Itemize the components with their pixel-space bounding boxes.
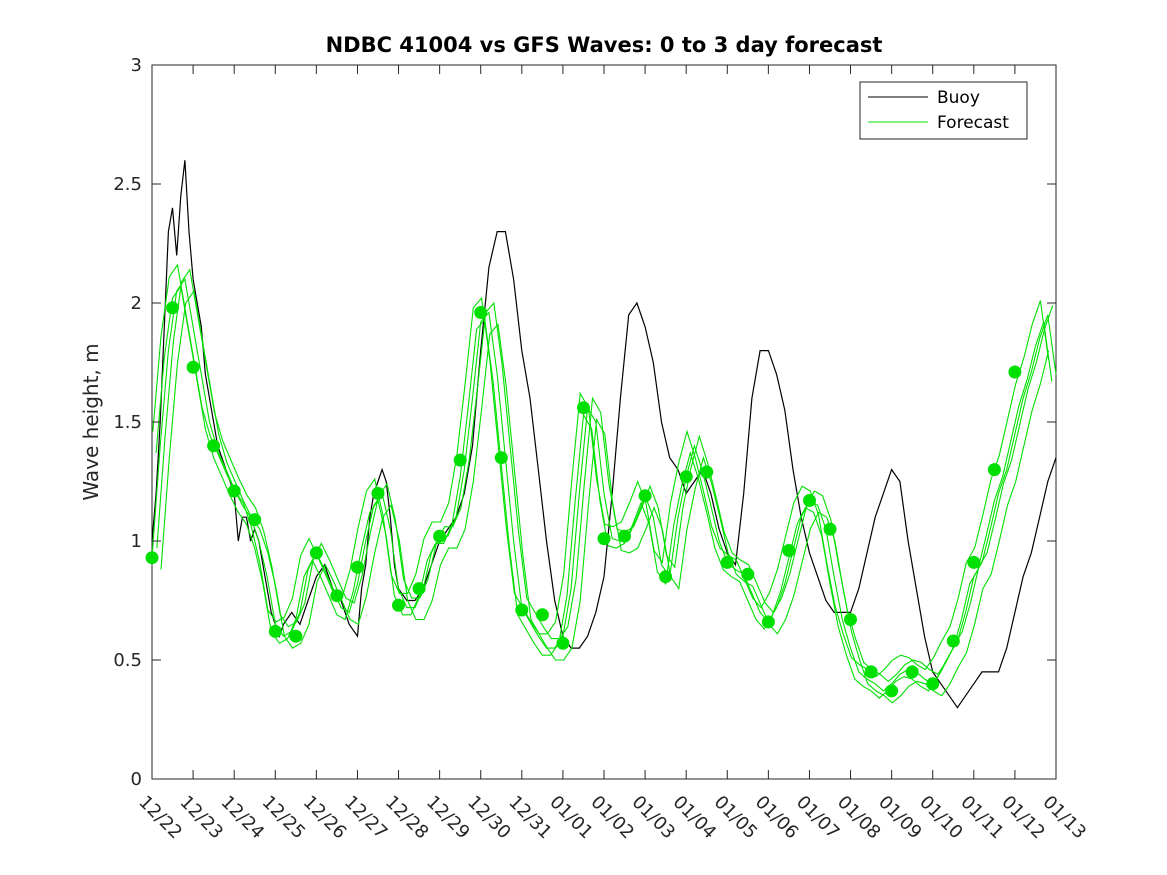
forecast-marker bbox=[885, 684, 899, 698]
forecast-marker bbox=[823, 522, 837, 536]
forecast-marker bbox=[268, 624, 282, 638]
forecast-marker bbox=[987, 463, 1001, 477]
plot-frame bbox=[151, 64, 1057, 780]
forecast-marker bbox=[946, 634, 960, 648]
x-tick-label: 01/01 bbox=[545, 792, 597, 844]
x-tick-label: 01/11 bbox=[956, 792, 1008, 844]
y-axis-label: Wave height, m bbox=[79, 343, 103, 500]
y-tick-label: 2.5 bbox=[113, 174, 142, 195]
y-tick-label: 3 bbox=[131, 55, 142, 76]
forecast-marker bbox=[782, 544, 796, 557]
forecast-marker bbox=[186, 360, 200, 374]
chart-title: NDBC 41004 vs GFS Waves: 0 to 3 day fore… bbox=[326, 33, 883, 57]
forecast-marker bbox=[967, 555, 981, 569]
forecast-marker bbox=[227, 484, 241, 498]
x-tick-label: 01/03 bbox=[628, 792, 680, 844]
forecast-marker bbox=[1008, 365, 1022, 379]
x-tick-label: 01/02 bbox=[586, 792, 638, 844]
forecast-marker bbox=[761, 615, 775, 629]
x-tick-label: 12/26 bbox=[299, 792, 351, 844]
x-tick-label: 12/25 bbox=[258, 792, 310, 844]
forecast-marker bbox=[720, 555, 734, 569]
y-tick-label: 0 bbox=[131, 769, 142, 790]
forecast-marker bbox=[330, 589, 344, 603]
forecast-marker bbox=[494, 451, 508, 465]
y-tick-label: 1 bbox=[131, 531, 142, 552]
forecast-marker bbox=[248, 513, 262, 527]
y-tick-label: 2 bbox=[131, 293, 142, 314]
forecast-marker bbox=[864, 665, 878, 679]
forecast-marker bbox=[659, 570, 673, 584]
forecast-marker bbox=[577, 401, 590, 415]
x-tick-label: 12/24 bbox=[217, 792, 269, 844]
forecast-marker bbox=[207, 439, 221, 453]
forecast-marker bbox=[556, 636, 570, 650]
x-tick-label: 01/10 bbox=[915, 792, 967, 844]
forecast-line bbox=[152, 263, 1050, 678]
forecast-marker bbox=[392, 598, 405, 612]
forecast-marker bbox=[474, 306, 488, 319]
x-tick-label: 01/06 bbox=[751, 792, 803, 844]
plot-area bbox=[145, 64, 1057, 780]
x-tick-label: 12/30 bbox=[463, 792, 515, 844]
forecast-marker bbox=[166, 301, 179, 315]
forecast-series bbox=[151, 263, 1057, 704]
forecast-marker bbox=[638, 489, 652, 503]
forecast-line bbox=[155, 284, 1053, 699]
forecast-marker bbox=[433, 529, 447, 543]
x-tick-label: 01/04 bbox=[669, 792, 721, 844]
forecast-marker bbox=[351, 560, 364, 574]
forecast-marker bbox=[741, 567, 755, 581]
forecast-marker bbox=[453, 453, 467, 467]
x-tick-label: 01/07 bbox=[792, 792, 844, 844]
forecast-marker bbox=[597, 532, 611, 546]
forecast-marker bbox=[926, 677, 940, 691]
x-tick-label: 12/28 bbox=[381, 792, 433, 844]
legend: Buoy Forecast bbox=[859, 81, 1028, 140]
y-tick-label: 1.5 bbox=[113, 412, 142, 433]
x-tick-label: 12/31 bbox=[504, 792, 556, 844]
legend-box bbox=[859, 81, 1028, 140]
forecast-marker bbox=[679, 470, 693, 484]
forecast-marker bbox=[700, 465, 714, 479]
x-tick-label: 12/27 bbox=[340, 792, 392, 844]
x-tick-label: 01/13 bbox=[1038, 792, 1090, 844]
forecast-marker bbox=[309, 546, 323, 560]
forecast-marker bbox=[145, 551, 159, 565]
forecast-marker bbox=[515, 603, 529, 617]
legend-forecast-label: Forecast bbox=[937, 113, 1009, 133]
forecast-marker bbox=[371, 486, 385, 500]
forecast-marker bbox=[289, 629, 303, 643]
buoy-series bbox=[151, 160, 1057, 709]
forecast-marker bbox=[803, 494, 816, 507]
x-tick-label: 01/12 bbox=[997, 792, 1049, 844]
forecast-marker bbox=[905, 665, 919, 679]
forecast-markers bbox=[145, 301, 1022, 698]
forecast-line bbox=[160, 289, 1050, 704]
forecast-marker bbox=[535, 608, 549, 622]
forecast-marker bbox=[844, 613, 857, 626]
x-tick-label: 01/08 bbox=[833, 792, 885, 844]
buoy-line bbox=[151, 160, 1057, 709]
forecast-marker bbox=[412, 582, 426, 596]
x-tick-label: 01/09 bbox=[874, 792, 926, 844]
y-axis: 0 0.5 1 1.5 2 2.5 3 bbox=[113, 55, 1056, 790]
x-tick-label: 12/29 bbox=[422, 792, 474, 844]
x-tick-label: 12/23 bbox=[176, 792, 228, 844]
y-tick-label: 0.5 bbox=[113, 650, 142, 671]
x-tick-label: 12/22 bbox=[134, 792, 186, 844]
legend-buoy-label: Buoy bbox=[937, 88, 980, 108]
forecast-line bbox=[156, 268, 1054, 683]
forecast-marker bbox=[618, 529, 631, 543]
x-tick-label: 01/05 bbox=[710, 792, 762, 844]
forecast-line bbox=[151, 277, 1057, 692]
